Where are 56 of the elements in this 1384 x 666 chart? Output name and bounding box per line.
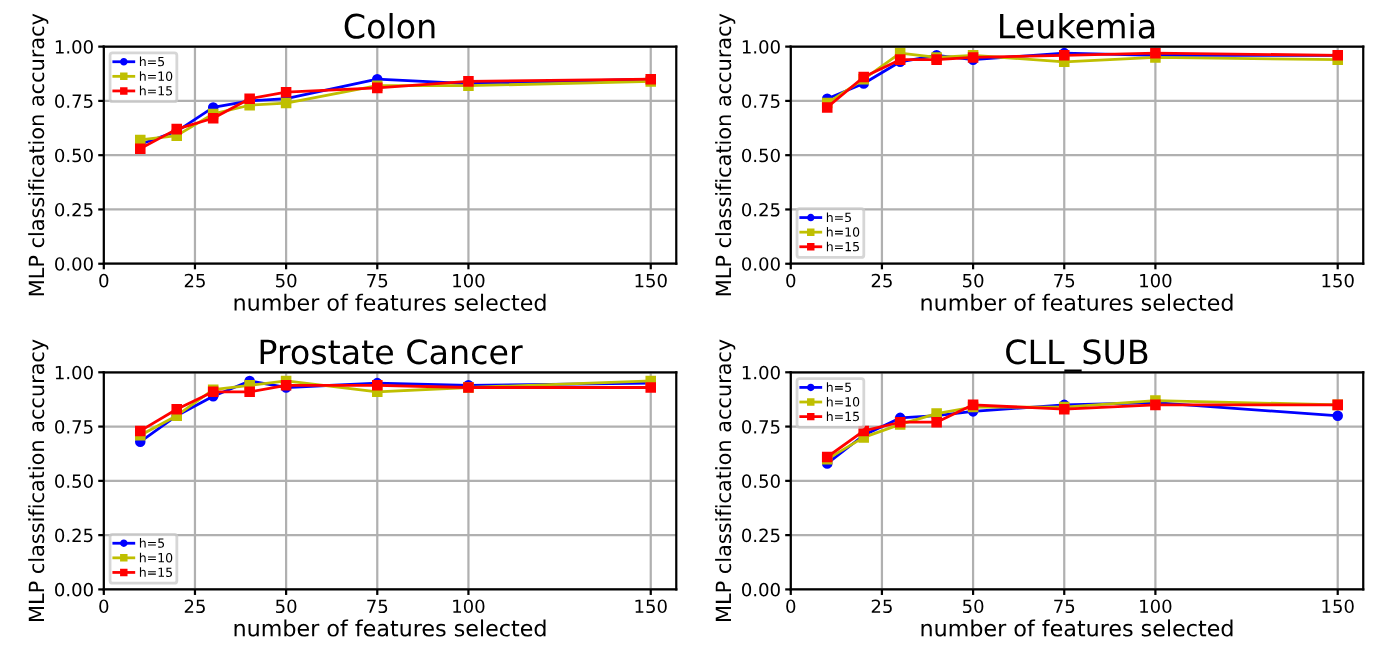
x-tick-label: 75 [1054,274,1075,288]
y-tick-label: 1.00 [742,40,780,54]
x-tick-label: 100 [453,273,485,288]
y-tick-label: 0.00 [55,582,93,597]
y-tick-label: 0.25 [742,528,780,543]
x-tick-label: 150 [635,273,667,288]
x-tick-label: 150 [1322,273,1354,288]
x-axis-title: number of features selected [234,293,546,311]
x-tick-label: 25 [871,599,892,614]
x-tick-label: 50 [962,273,984,288]
chart-title: CLL_SUB [1006,339,1148,372]
y-tick-label: 1.00 [55,40,93,54]
y-tick-label: 0.50 [742,474,780,488]
x-tick-label: 150 [1322,599,1354,614]
chart-title: Leukemia [1000,12,1155,39]
x-tick-label: 25 [184,599,205,614]
x-tick-label: 0 [786,599,796,614]
x-tick-label: 0 [99,599,109,614]
chart-title: Prostate Cancer [260,339,523,365]
x-tick-label: 50 [962,599,984,614]
x-tick-label: 50 [276,599,297,614]
x-tick-label: 100 [453,599,485,614]
x-tick-label: 100 [1140,273,1172,288]
y-tick-label: 0.00 [742,257,780,271]
chart-title: Colon [344,12,435,39]
x-tick-label: 150 [635,599,667,614]
y-tick-label: 0.75 [742,94,780,109]
y-axis-title: MLP classification accuracy [715,13,736,296]
x-axis-title: number of features selected [921,293,1233,311]
x-tick-label: 0 [786,273,796,288]
y-tick-label: 0.25 [742,202,780,217]
x-tick-label: 0 [99,273,109,288]
y-tick-label: 0.50 [55,474,93,488]
y-axis-title: MLP classification accuracy [28,339,49,621]
y-tick-label: 1.00 [742,365,780,380]
y-axis-title: MLP classification accuracy [715,339,736,621]
y-tick-label: 1.00 [55,365,93,380]
x-tick-label: 75 [367,274,388,288]
x-tick-label: 75 [1054,599,1075,614]
y-tick-label: 0.75 [55,94,93,109]
x-tick-label: 25 [871,273,892,288]
y-tick-label: 0.25 [55,528,93,543]
x-tick-label: 25 [184,273,205,288]
y-tick-label: 0.00 [742,582,780,597]
x-axis-title: number of features selected [921,619,1233,637]
y-tick-label: 0.25 [55,202,93,217]
y-tick-label: 0.50 [55,148,93,163]
y-tick-label: 0.75 [55,420,93,434]
y-tick-label: 0.00 [55,257,93,271]
y-tick-label: 0.50 [742,148,780,163]
y-axis-title: MLP classification accuracy [28,13,49,296]
x-tick-label: 50 [276,273,297,288]
y-tick-label: 0.75 [742,420,780,434]
x-tick-label: 100 [1140,599,1172,614]
x-axis-title: number of features selected [234,619,546,637]
x-tick-label: 75 [367,599,388,614]
